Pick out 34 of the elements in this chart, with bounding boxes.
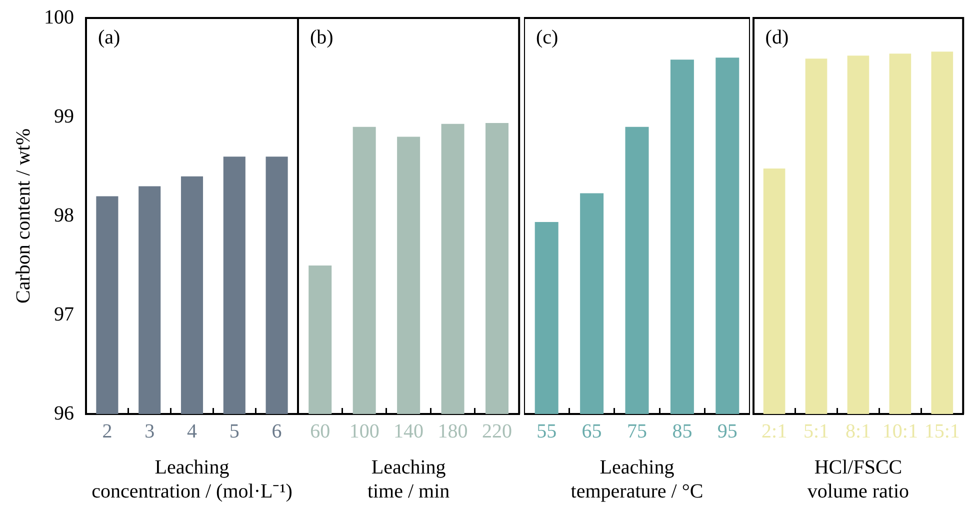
x-axis-title: HCl/FSCC volume ratio xyxy=(807,456,910,502)
x-tick-label: 220 xyxy=(482,420,512,442)
x-axis-title: Leaching temperature / °C xyxy=(570,456,704,502)
annotation: (d) xyxy=(765,26,789,48)
x-tick-label: 100 xyxy=(349,420,380,442)
x-tick-label: 60 xyxy=(310,420,330,442)
annotation: (c) xyxy=(536,26,558,48)
x-axis-title: Leaching time / min xyxy=(367,456,450,502)
x-tick-label: 5 xyxy=(229,420,240,442)
y-tick-label: 99 xyxy=(54,105,74,128)
x-tick-label: 55 xyxy=(536,420,557,442)
annotation: (a) xyxy=(98,26,120,48)
x-axis-title: Leaching concentration / (mol·L⁻¹) xyxy=(92,456,292,502)
y-tick-label: 96 xyxy=(54,402,74,424)
x-tick-label: 4 xyxy=(187,420,197,442)
x-tick-label: 15:1 xyxy=(924,420,960,442)
annotation: (b) xyxy=(310,26,334,48)
y-tick-label: 97 xyxy=(54,303,74,326)
x-tick-label: 3 xyxy=(144,420,155,442)
x-tick-label: 5:1 xyxy=(803,420,830,442)
x-tick-label: 2 xyxy=(102,420,112,442)
x-tick-label: 75 xyxy=(627,420,647,442)
x-tick-label: 6 xyxy=(272,420,282,442)
y-axis-title: Carbon content / wt% xyxy=(12,128,34,304)
x-tick-label: 65 xyxy=(582,420,602,442)
x-tick-label: 140 xyxy=(394,420,424,442)
x-tick-label: 8:1 xyxy=(845,420,872,442)
x-tick-label: 10:1 xyxy=(882,420,918,442)
y-tick-label: 100 xyxy=(44,6,74,28)
x-tick-label: 180 xyxy=(438,420,468,442)
y-tick-label: 98 xyxy=(54,204,74,226)
x-tick-label: 95 xyxy=(717,420,738,442)
x-tick-label: 2:1 xyxy=(762,420,788,442)
x-tick-label: 85 xyxy=(672,420,692,442)
